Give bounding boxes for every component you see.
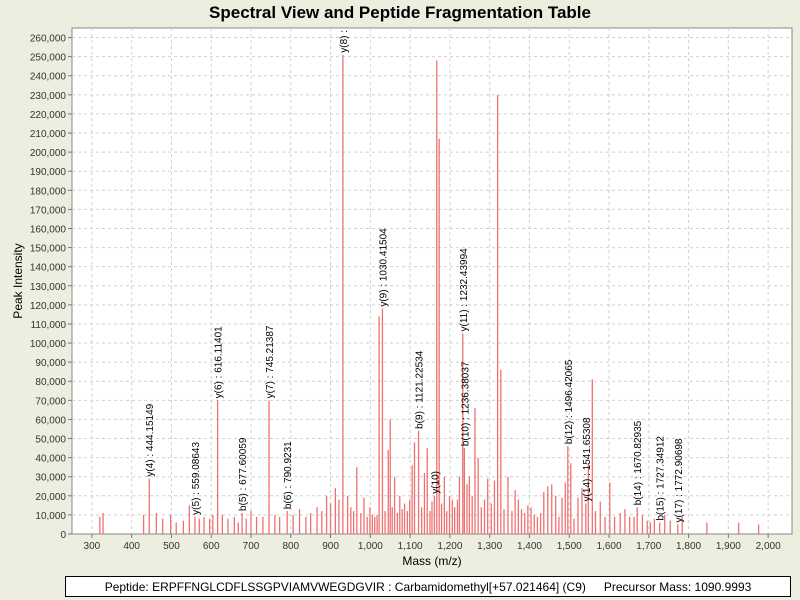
x-tick-label: 1,400 — [517, 541, 542, 552]
peak-annotation: y(14) : 1541.65308 — [582, 417, 593, 501]
x-tick-label: 500 — [163, 541, 180, 552]
x-axis-label: Mass (m/z) — [402, 554, 461, 568]
peak-annotation: y(10) — [430, 471, 441, 494]
y-tick-label: 0 — [60, 530, 66, 541]
y-tick-label: 170,000 — [30, 205, 67, 216]
peak-annotation: b(9) : 1121.22534 — [415, 350, 426, 429]
peak-annotation: y(4) : 444.15149 — [145, 403, 156, 476]
y-tick-label: 210,000 — [30, 129, 67, 140]
y-tick-label: 260,000 — [30, 34, 67, 45]
x-tick-label: 700 — [243, 541, 260, 552]
y-tick-label: 190,000 — [30, 167, 67, 178]
y-tick-label: 180,000 — [30, 186, 67, 197]
x-tick-label: 1,700 — [636, 541, 661, 552]
y-tick-label: 20,000 — [35, 492, 66, 503]
y-tick-label: 150,000 — [30, 244, 67, 255]
x-tick-label: 1,100 — [398, 541, 423, 552]
y-tick-label: 140,000 — [30, 263, 67, 274]
x-tick-label: 600 — [203, 541, 220, 552]
y-tick-label: 40,000 — [35, 454, 66, 465]
peak-annotation: b(15) : 1727.34912 — [656, 436, 667, 521]
x-tick-label: 1,300 — [477, 541, 502, 552]
y-tick-label: 30,000 — [35, 473, 66, 484]
peak-annotation: y(6) : 616.11401 — [214, 326, 225, 399]
y-tick-label: 70,000 — [35, 396, 66, 407]
x-tick-label: 1,600 — [597, 541, 622, 552]
y-axis-label: Peak Intensity — [11, 243, 25, 318]
x-tick-label: 400 — [123, 541, 140, 552]
y-tick-label: 230,000 — [30, 91, 67, 102]
peak-annotation: y(11) : 1232.43994 — [459, 248, 470, 332]
x-tick-label: 1,500 — [557, 541, 582, 552]
x-tick-label: 900 — [322, 541, 339, 552]
peak-annotation: b(5) : 677.60059 — [238, 437, 249, 511]
peptide-info-box: Peptide: ERPFFNGLCDFLSSGPVIAMVWEGDGVIR :… — [65, 576, 791, 597]
y-tick-label: 200,000 — [30, 148, 67, 159]
grid-lines — [72, 28, 792, 534]
y-tick-label: 60,000 — [35, 415, 66, 426]
y-tick-label: 120,000 — [30, 301, 67, 312]
peak-annotation: y(8) : — [339, 30, 350, 53]
axes: 0 10,000 20,000 30,000 40,000 50,000 60,000 70,… — [30, 34, 781, 552]
x-tick-label: 1,800 — [676, 541, 701, 552]
precursor-mass: Precursor Mass: 1090.9993 — [603, 579, 752, 594]
x-tick-label: 1,000 — [358, 541, 383, 552]
y-tick-label: 250,000 — [30, 53, 67, 64]
peak-annotation: b(14) : 1670.82935 — [633, 420, 644, 505]
spectrum-peaks — [99, 54, 760, 534]
peak-annotation: b(6) : 790.9231 — [283, 441, 294, 509]
y-tick-label: 10,000 — [35, 511, 66, 522]
plot-background — [71, 27, 793, 535]
y-tick-label: 50,000 — [35, 435, 66, 446]
y-tick-label: 90,000 — [35, 358, 66, 369]
chart-title: Spectral View and Peptide Fragmentation … — [209, 3, 591, 22]
y-tick-label: 80,000 — [35, 377, 66, 388]
peak-annotation: y(5) : 559.08643 — [191, 442, 202, 515]
peak-annotation: b(12) : 1496.42065 — [564, 359, 575, 444]
x-tick-label: 300 — [84, 541, 101, 552]
y-tick-label: 160,000 — [30, 224, 67, 235]
y-tick-label: 220,000 — [30, 110, 67, 121]
peak-annotation: y(17) : 1772.90698 — [674, 438, 685, 522]
x-tick-label: 1,200 — [437, 541, 462, 552]
x-tick-label: 800 — [282, 541, 299, 552]
y-tick-label: 240,000 — [30, 72, 67, 83]
x-tick-label: 1,900 — [716, 541, 741, 552]
y-tick-label: 130,000 — [30, 282, 67, 293]
peptide-sequence: Peptide: ERPFFNGLCDFLSSGPVIAMVWEGDGVIR :… — [104, 579, 586, 594]
y-tick-label: 100,000 — [30, 339, 67, 350]
peak-annotation: y(7) : 745.21387 — [265, 325, 276, 398]
peak-annotation: y(9) : 1030.41504 — [378, 228, 389, 307]
peak-annotation: b(10) : 1236.38037 — [460, 361, 471, 446]
x-tick-label: 2,000 — [756, 541, 781, 552]
peak-annotations: y(4) : 444.15149 y(5) : 559.08643 y(6) : 6… — [145, 30, 685, 523]
y-tick-label: 110,000 — [31, 320, 67, 331]
